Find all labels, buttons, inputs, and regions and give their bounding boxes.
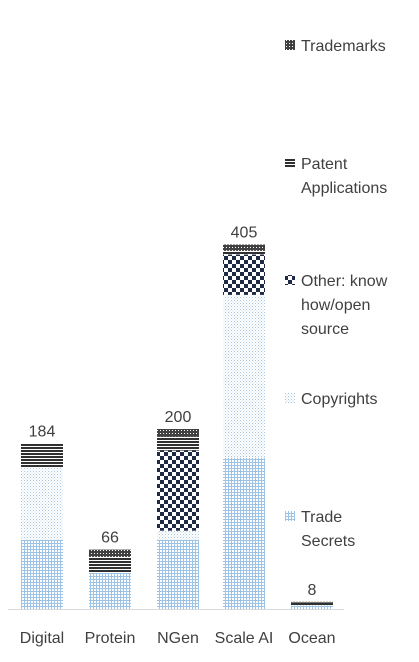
x-axis: Digital Protein NGen Scale AI Ocean [8,609,344,647]
bar-segment-protein-trademarks [89,549,131,557]
data-label-scale-ai: 405 [231,225,258,242]
bar-segment-ngen-trademarks [157,429,199,437]
bar-segment-scale-ai-patent-applications [223,250,265,255]
legend-label-copyrights: Copyrights [301,391,377,408]
bar-segment-ngen-copyrights [157,530,199,540]
bar-segment-ngen-trade-secrets [157,539,199,609]
bar-segment-ngen-other-know-how-open-source [157,450,199,531]
bar-segment-digital-trade-secrets [21,539,63,609]
data-label-protein: 66 [101,530,119,547]
x-tick-label-digital: Digital [20,630,64,647]
data-label-ngen: 200 [165,409,192,426]
bar-segment-scale-ai-other-know-how-open-source [223,254,265,295]
bar-segment-digital-copyrights [21,467,63,540]
bar-segment-protein-trade-secrets [89,573,131,609]
bar-segment-scale-ai-trademarks [223,244,265,251]
legend-label-trademarks: Trademarks [301,38,386,55]
data-label-digital: 184 [29,423,56,440]
legend-label-trade-secrets: Trade Secrets [301,509,355,550]
bar-segment-ocean-trademarks [291,601,333,603]
bar-segment-scale-ai-copyrights [223,294,265,458]
legend-swatch-other-know-how-open-source [285,275,295,285]
bar-segment-scale-ai-trade-secrets [223,457,265,609]
bar-segment-digital-patent-applications [21,443,63,468]
labels-layer: 184 66 200 405 8 [29,225,317,599]
legend-label-other-know-how-open-source: Other: know how/open source [301,273,388,338]
legend-swatch-trademarks [285,40,295,50]
legend-swatch-trade-secrets [285,511,295,521]
bars-layer [21,244,333,609]
bar-segment-ocean-trade-secrets [291,605,333,609]
bar-segment-protein-patent-applications [89,556,131,573]
x-tick-label-ocean: Ocean [288,630,335,647]
bar-segment-ocean-patent-applications [291,602,333,606]
bar-segment-ngen-patent-applications [157,436,199,451]
x-tick-label-scale-ai: Scale AI [215,630,274,647]
legend: Trademarks Patent Applications Other: know h… [285,38,388,550]
legend-swatch-copyrights [285,393,295,403]
legend-swatch-patent-applications [285,158,295,168]
data-label-ocean: 8 [308,582,317,599]
x-tick-label-ngen: NGen [157,630,199,647]
x-tick-label-protein: Protein [85,630,136,647]
legend-label-patent-applications: Patent Applications [301,156,387,197]
